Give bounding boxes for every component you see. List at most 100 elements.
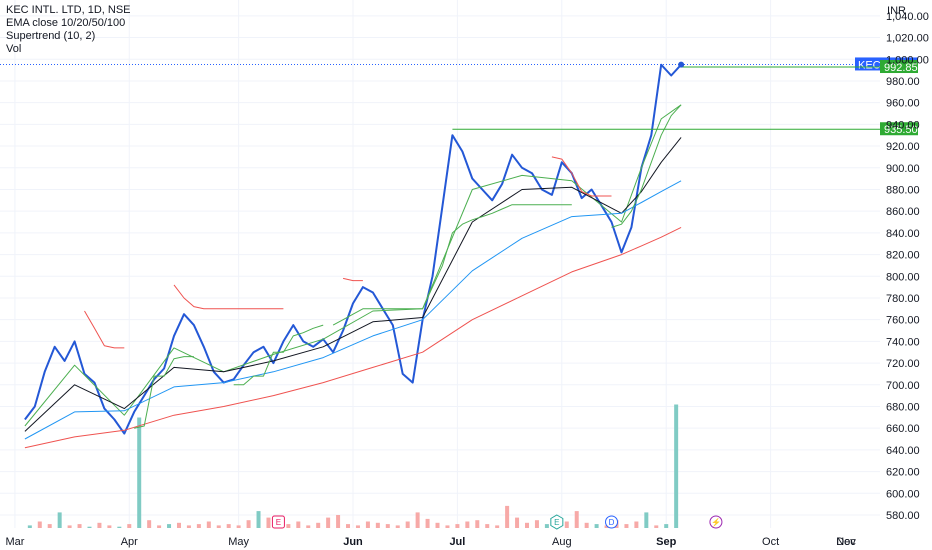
series-supertrend_down: [84, 310, 125, 349]
event-marker: [605, 515, 619, 529]
series-supertrend_down: [551, 156, 612, 197]
volume-bar: [525, 522, 530, 528]
volume-bar: [256, 511, 261, 528]
volume-bar: [624, 524, 629, 528]
series-ema20: [24, 137, 682, 432]
price-tick-label: 1,020.00: [886, 33, 929, 45]
volume-bar: [634, 521, 639, 528]
price-tick-label: 600.00: [886, 488, 920, 500]
price-tick-label: 940.00: [886, 119, 920, 131]
price-tick-label: 1,040.00: [886, 11, 929, 23]
volume-bar: [246, 520, 251, 528]
series-ema100: [24, 226, 682, 449]
volume-bar: [216, 525, 221, 528]
price-tick-label: 880.00: [886, 184, 920, 196]
volume-bar: [147, 520, 152, 528]
volume-bar: [674, 404, 679, 528]
series-supertrend_up: [233, 324, 324, 386]
series-supertrend_up: [134, 356, 194, 429]
volume-bar: [117, 526, 122, 528]
level-tag: [880, 60, 918, 74]
volume-bar: [495, 525, 500, 528]
volume-bar: [664, 524, 669, 528]
series-ema10: [24, 104, 682, 427]
legend-symbol[interactable]: KEC INTL. LTD, 1D, NSE: [6, 4, 131, 16]
series-supertrend_down: [173, 284, 284, 310]
volume-bar: [27, 525, 32, 528]
price-tick-label: 840.00: [886, 228, 920, 240]
level-tag-label: 935.50: [884, 124, 918, 136]
volume-bar: [475, 520, 480, 528]
volume-bar: [226, 524, 231, 528]
volume-bar: [77, 524, 82, 528]
volume-bar: [405, 521, 410, 528]
volume-bar: [395, 525, 400, 528]
volume-bar: [316, 522, 321, 528]
event-marker-label: ⚡: [711, 517, 721, 527]
volume-bar: [425, 518, 430, 528]
event-marker-label: D: [609, 518, 615, 527]
volume-bar: [157, 525, 162, 528]
chart-grid: [0, 0, 880, 528]
symbol-tag-label: KEC: [858, 59, 881, 71]
volume-bar: [534, 520, 539, 528]
last-price-dot: [678, 61, 685, 68]
volume-bar: [236, 525, 241, 528]
volume-bar: [385, 524, 390, 528]
price-tick-label: 680.00: [886, 401, 920, 413]
volume-bar: [375, 522, 380, 528]
price-tick-label: 920.00: [886, 141, 920, 153]
price-tick-label: 580.00: [886, 510, 920, 522]
legend-supertrend[interactable]: Supertrend (10, 2): [6, 30, 96, 42]
time-tick-label: Jul: [449, 536, 465, 548]
volume-bar: [654, 525, 659, 528]
volume-bar: [206, 521, 211, 528]
volume-bar: [594, 524, 599, 528]
volume-bar: [584, 522, 589, 528]
volume-bar: [87, 526, 92, 528]
volume-bar: [574, 511, 579, 528]
chart-legend: KEC INTL. LTD, 1D, NSE EMA close 10/20/5…: [6, 4, 131, 56]
price-tick-label: 700.00: [886, 380, 920, 392]
price-tick-label: 740.00: [886, 336, 920, 348]
time-tick-label: Jun: [343, 536, 363, 548]
time-tick-label: Sep: [656, 536, 676, 548]
volume-bar: [266, 517, 271, 528]
currency-label[interactable]: INR: [887, 5, 906, 17]
volume-bar: [515, 517, 520, 528]
volume-bar: [37, 521, 42, 528]
volume-bar: [544, 524, 549, 528]
volume-bar: [326, 517, 331, 528]
volume-bar: [196, 524, 201, 528]
price-axis[interactable]: 1,040.00 1,020.00 1,000.00 980.00 960.00 940.…: [886, 11, 929, 522]
price-tick-label: 900.00: [886, 163, 920, 175]
volume-bar: [355, 525, 360, 528]
volume-bar: [127, 524, 132, 528]
time-tick-label: Dec: [836, 536, 856, 548]
level-tag: [880, 122, 918, 136]
volume-bar: [107, 525, 112, 528]
time-tick-label: Nov: [836, 536, 856, 548]
time-tick-label: Mar: [5, 536, 24, 548]
time-tick-label: May: [228, 536, 249, 548]
chart-series: [24, 63, 682, 449]
price-tick-label: 860.00: [886, 206, 920, 218]
volume-bar: [67, 525, 72, 528]
legend-ema[interactable]: EMA close 10/20/50/100: [6, 17, 126, 29]
volume-bar: [286, 524, 291, 528]
volume-bar: [445, 525, 450, 528]
price-tick-label: 820.00: [886, 250, 920, 262]
legend-volume[interactable]: Vol: [6, 43, 22, 55]
volume-bar: [455, 524, 460, 528]
volume-bars: [27, 404, 679, 528]
volume-bar: [97, 522, 102, 528]
event-marker: [271, 515, 285, 529]
price-tick-label: 620.00: [886, 467, 920, 479]
volume-bar: [186, 525, 191, 528]
volume-bar: [644, 512, 649, 528]
time-tick-label: Aug: [552, 536, 572, 548]
price-tick-label: 760.00: [886, 315, 920, 327]
